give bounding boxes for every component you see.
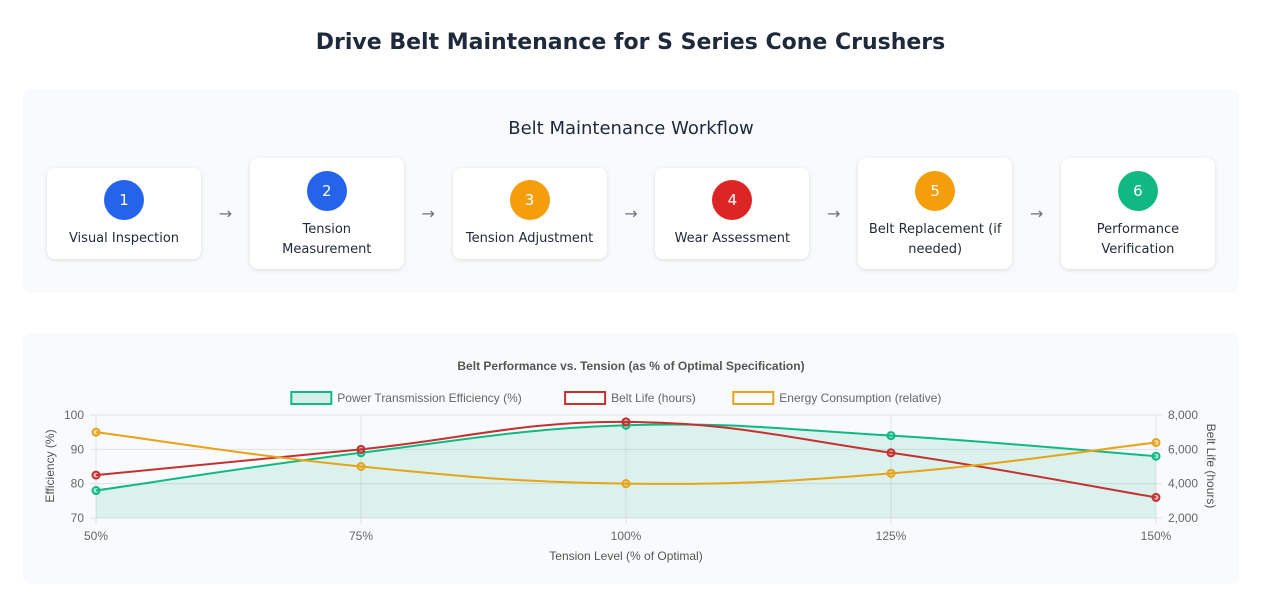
step-label: Belt Replacement (if needed) <box>868 221 1002 257</box>
workflow-steps: 1 Visual Inspection → 2 Tension Measurem… <box>47 157 1215 269</box>
page-title: Drive Belt Maintenance for S Series Cone… <box>315 30 946 55</box>
legend-swatch <box>564 391 607 405</box>
workflow-step-6: 6 Performance Verification <box>1060 157 1215 269</box>
data-point <box>91 470 101 480</box>
x-tick-label: 75% <box>349 529 373 543</box>
workflow-step-3: 3 Tension Adjustment <box>452 167 607 259</box>
data-point <box>621 417 631 427</box>
step-label: Performance Verification <box>1096 221 1180 257</box>
data-point <box>886 448 896 458</box>
y2-tick-label: 2,000 <box>1168 511 1198 525</box>
workflow-step-4: 4 Wear Assessment <box>655 167 810 259</box>
step-label: Visual Inspection <box>68 230 180 246</box>
chart-series <box>91 417 1161 518</box>
step-number-badge: 3 <box>509 179 550 220</box>
step-number-badge: 6 <box>1117 170 1158 211</box>
x-tick-label: 100% <box>611 529 642 543</box>
workflow-title: Belt Maintenance Workflow <box>508 118 754 139</box>
step-label: Wear Assessment <box>674 230 791 246</box>
y2-tick-label: 8,000 <box>1168 408 1198 422</box>
arrow-right-icon: → <box>218 203 233 223</box>
y2-tick-label: 6,000 <box>1168 442 1198 456</box>
arrow-right-icon: → <box>1029 203 1044 223</box>
chart-axes: 70 80 90 100 2,000 4,000 6,000 8,000 50% 75% 100% 1… <box>64 408 1198 543</box>
step-number-badge: 2 <box>306 170 347 211</box>
chart-grid <box>90 414 1162 524</box>
step-number-badge: 1 <box>104 179 144 220</box>
data-point <box>621 479 631 489</box>
x-tick-label: 50% <box>84 529 108 543</box>
chart-title: Belt Performance vs. Tension (as % of Op… <box>457 359 804 373</box>
arrow-right-icon: → <box>624 203 638 223</box>
workflow-step-5: 5 Belt Replacement (if needed) <box>858 157 1013 269</box>
legend-swatch <box>290 391 333 405</box>
legend-label: Belt Life (hours) <box>611 391 696 405</box>
step-number-badge: 4 <box>712 179 753 220</box>
y-axis-label: Efficiency (%) <box>43 429 57 502</box>
series-line <box>95 431 1157 485</box>
workflow-panel: Belt Maintenance Workflow 1 Visual Inspe… <box>23 89 1239 293</box>
performance-chart: Belt Performance vs. Tension (as % of Op… <box>43 359 1218 563</box>
arrow-right-icon: → <box>827 203 841 223</box>
workflow-step-1: 1 Visual Inspection <box>47 167 201 259</box>
data-point <box>1151 492 1161 502</box>
data-point <box>886 431 896 441</box>
data-point <box>91 486 101 496</box>
chart-panel: Belt Performance vs. Tension (as % of Op… <box>23 333 1239 584</box>
legend-label: Power Transmission Efficiency (%) <box>337 391 522 405</box>
data-point <box>1151 437 1161 447</box>
x-tick-label: 125% <box>876 529 907 543</box>
legend-label: Energy Consumption (relative) <box>779 391 941 405</box>
y2-tick-label: 4,000 <box>1168 477 1198 491</box>
data-point <box>356 462 366 471</box>
arrow-right-icon: → <box>421 203 435 223</box>
y-tick-label: 80 <box>71 477 85 491</box>
legend-swatch <box>732 391 775 405</box>
y-tick-label: 90 <box>71 442 85 456</box>
x-tick-label: 150% <box>1141 529 1172 543</box>
y-tick-label: 70 <box>71 511 85 525</box>
series-line <box>95 420 1157 499</box>
step-label: Tension Measurement <box>282 221 372 257</box>
x-axis-label: Tension Level (% of Optimal) <box>549 549 702 563</box>
chart-legend: Power Transmission Efficiency (%) Belt Li… <box>290 391 941 405</box>
y-tick-label: 100 <box>64 408 84 422</box>
step-label: Tension Adjustment <box>465 230 594 246</box>
data-point <box>91 427 101 437</box>
data-point <box>1151 451 1161 461</box>
series-area-fill <box>96 424 1156 518</box>
step-number-badge: 5 <box>915 170 956 211</box>
y2-axis-label: Belt Life (hours) <box>1204 424 1218 509</box>
workflow-step-2: 2 Tension Measurement <box>249 157 404 269</box>
data-point <box>886 468 896 478</box>
data-point <box>356 444 366 454</box>
